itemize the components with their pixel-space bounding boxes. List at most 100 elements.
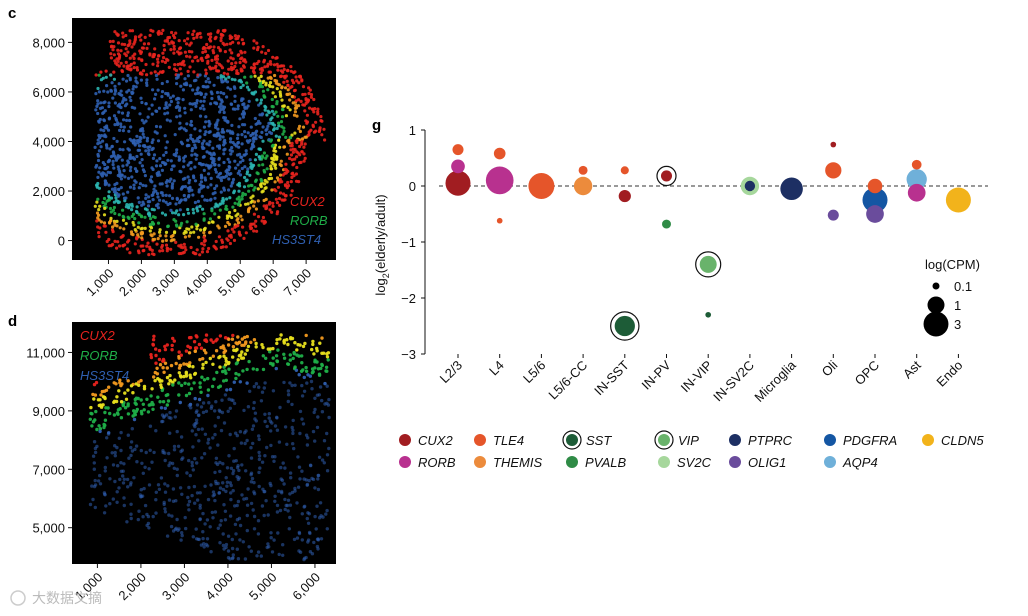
spatial-dot	[279, 74, 283, 79]
spatial-dot	[286, 399, 290, 404]
spatial-dot	[198, 491, 202, 495]
spatial-dot	[303, 156, 307, 160]
legend-label-aqp4: AQP4	[842, 455, 878, 470]
spatial-dot	[275, 428, 280, 432]
spatial-dot	[247, 184, 251, 188]
spatial-dot	[221, 29, 225, 33]
spatial-dot	[92, 467, 97, 471]
spatial-dot	[187, 227, 191, 231]
spatial-dot	[107, 101, 111, 105]
spatial-dot	[295, 79, 299, 83]
spatial-dot	[132, 66, 136, 70]
spatial-dot	[116, 41, 121, 45]
spatial-dot	[99, 393, 103, 397]
spatial-dot	[228, 129, 232, 133]
spatial-dot	[281, 70, 285, 74]
spatial-dot	[156, 221, 161, 225]
spatial-dot	[292, 113, 297, 117]
spatial-dot	[226, 59, 230, 63]
spatial-dot	[226, 343, 231, 347]
spatial-dot	[288, 515, 292, 520]
spatial-dot	[182, 362, 186, 366]
spatial-dot	[252, 204, 256, 208]
x-tick-label: 5,000	[246, 570, 280, 604]
spatial-dot	[119, 469, 124, 473]
spatial-dot	[169, 208, 173, 212]
spatial-dot	[126, 402, 130, 406]
spatial-dot	[215, 462, 220, 467]
spatial-dot	[121, 148, 125, 152]
spatial-dot	[234, 532, 238, 536]
spatial-dot	[248, 158, 252, 162]
spatial-dot	[121, 164, 125, 168]
spatial-dot	[236, 163, 240, 167]
spatial-dot	[290, 133, 294, 137]
spatial-dot	[228, 481, 232, 485]
spatial-dot	[230, 146, 234, 150]
spatial-dot	[283, 76, 287, 80]
spatial-dot	[97, 133, 101, 138]
spatial-dot	[160, 59, 164, 63]
spatial-dot	[117, 213, 121, 217]
spatial-dot	[193, 179, 198, 183]
spatial-dot	[279, 191, 283, 195]
spatial-dot	[178, 486, 183, 490]
panel-g: g log2(elderly/adult) 10−1−2−3L2/3 L4 L5/6…	[372, 117, 988, 470]
spatial-dot	[112, 166, 116, 170]
spatial-dot	[202, 217, 206, 221]
spatial-dot	[165, 403, 169, 407]
spatial-dot	[132, 84, 136, 88]
legend-marker-aqp4	[824, 456, 836, 468]
spatial-dot	[317, 373, 322, 377]
spatial-dot	[177, 371, 181, 375]
y-tick-label: 7,000	[32, 462, 65, 477]
spatial-dot	[307, 130, 311, 134]
spatial-dot	[119, 49, 123, 53]
spatial-dot	[227, 337, 231, 341]
spatial-dot	[119, 383, 123, 388]
spatial-dot	[97, 170, 101, 174]
spatial-dot	[186, 503, 190, 507]
spatial-dot	[101, 200, 105, 205]
spatial-dot	[289, 148, 293, 152]
spatial-dot	[106, 128, 111, 132]
spatial-dot	[117, 110, 121, 114]
spatial-dot	[173, 211, 178, 215]
spatial-dot	[293, 131, 297, 135]
spatial-dot	[234, 371, 238, 376]
panel-g-axes: 10−1−2−3L2/3 L4 L5/6L5/6-CC IN-SST IN-PV IN-V…	[401, 123, 988, 405]
spatial-dot	[148, 448, 152, 452]
spatial-dot	[140, 164, 144, 168]
spatial-dot	[105, 84, 109, 88]
spatial-dot	[240, 194, 244, 198]
spatial-dot	[233, 522, 238, 527]
spatial-dot	[119, 461, 123, 465]
spatial-dot	[197, 413, 201, 417]
spatial-dot	[117, 82, 121, 86]
spatial-dot	[168, 96, 173, 100]
spatial-dot	[252, 212, 256, 216]
spatial-dot	[203, 95, 207, 99]
spatial-dot	[239, 67, 243, 71]
spatial-dot	[267, 83, 271, 87]
spatial-dot	[213, 162, 217, 167]
spatial-dot	[216, 69, 220, 73]
spatial-dot	[290, 95, 294, 99]
spatial-dot	[188, 102, 192, 106]
data-point-rorb	[485, 166, 514, 195]
spatial-dot	[264, 83, 268, 87]
spatial-dot	[140, 100, 144, 105]
spatial-dot	[116, 48, 120, 52]
spatial-dot	[174, 361, 178, 366]
spatial-dot	[161, 359, 165, 363]
spatial-dot	[160, 211, 165, 215]
y-tick-label: −1	[401, 235, 416, 250]
spatial-dot	[177, 155, 181, 159]
spatial-dot	[111, 48, 115, 52]
spatial-dot	[193, 371, 198, 376]
spatial-dot	[181, 456, 185, 460]
spatial-dot	[264, 499, 268, 503]
legend-marker-tle4	[474, 434, 486, 446]
spatial-dot	[121, 129, 125, 133]
spatial-dot	[239, 441, 244, 445]
